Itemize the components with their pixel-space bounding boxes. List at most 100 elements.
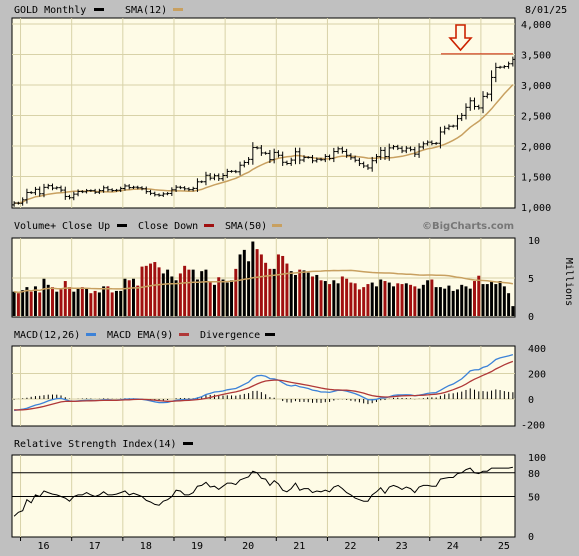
volume-bar — [25, 287, 29, 316]
volume-bar — [174, 280, 178, 316]
volume-bar — [323, 281, 327, 316]
volume-bar — [370, 282, 374, 316]
volume-bar — [464, 286, 468, 316]
volume-bar — [498, 281, 502, 316]
sma50-label: SMA(50) — [225, 221, 267, 232]
volume-bar — [85, 288, 89, 316]
rsi-swatch — [183, 442, 193, 445]
x-tick-label: 18 — [140, 541, 152, 552]
volume-bar — [357, 289, 361, 316]
volume-bar — [170, 276, 174, 316]
macd-ema-label: MACD EMA(9) — [107, 330, 173, 341]
volume-bar — [46, 284, 50, 316]
volume-bar — [430, 279, 434, 316]
volume-bar — [477, 275, 481, 316]
price-panel — [11, 17, 516, 209]
volume-bar — [166, 269, 170, 316]
volume-bar — [33, 286, 37, 316]
close-down-label: Close Down — [138, 221, 198, 232]
volume-bar — [127, 280, 131, 316]
volume-bar — [208, 281, 212, 316]
volume-bar — [434, 287, 438, 316]
close-down-swatch — [204, 224, 214, 227]
price-grid — [12, 18, 515, 208]
volume-bar — [225, 282, 229, 316]
volume-bar — [332, 280, 336, 316]
volume-bar — [438, 287, 442, 316]
macd-axis: -200 0 200 400 — [521, 344, 546, 432]
volume-bar — [400, 284, 404, 316]
volume-bar — [144, 265, 148, 316]
volume-bar — [468, 288, 472, 316]
volume-bar — [123, 278, 127, 316]
volume-bar — [51, 287, 54, 316]
volume-bar — [473, 281, 476, 316]
volume-bar — [178, 273, 182, 316]
volume-tick-label: 5 — [528, 274, 534, 285]
macd-grid — [12, 346, 515, 426]
rsi-tick-label: 80 — [528, 469, 540, 480]
macd-lines — [13, 353, 514, 412]
volume-bar — [285, 263, 289, 316]
watermark: ©BigCharts.com — [422, 221, 514, 232]
macd-tick-label: -200 — [521, 421, 545, 432]
volume-bar — [306, 272, 310, 316]
volume-bar — [132, 278, 135, 316]
price-tick-label: 2,000 — [521, 142, 551, 153]
volume-bar — [345, 278, 349, 316]
volume-bar — [272, 268, 276, 316]
macd-swatch — [86, 333, 96, 336]
volume-bar — [451, 290, 455, 316]
sma-label: SMA(12) — [125, 5, 167, 16]
volume-tick-label: 10 — [528, 236, 540, 247]
rsi-14-line — [13, 466, 513, 517]
x-tick-label: 16 — [38, 541, 50, 552]
volume-bar — [187, 269, 191, 316]
x-tick-label: 19 — [191, 541, 203, 552]
volume-bar — [16, 293, 20, 316]
volume-bar — [374, 286, 378, 316]
volume-bar — [93, 290, 97, 316]
volume-grid — [12, 238, 515, 317]
volume-bar — [42, 278, 46, 316]
volume-bar — [102, 286, 106, 316]
volume-bar — [511, 306, 515, 316]
price-axis: 1,000 1,500 2,000 2,500 3,000 3,500 4,000 — [521, 20, 551, 214]
macd-panel — [11, 345, 516, 427]
volume-bar — [421, 284, 425, 316]
volume-bar — [221, 279, 225, 316]
volume-bar — [195, 279, 199, 316]
volume-bar — [302, 270, 306, 316]
volume-bar — [481, 284, 485, 316]
x-tick-label: 20 — [242, 541, 254, 552]
volume-bar — [247, 261, 251, 316]
price-tick-label: 3,500 — [521, 51, 551, 62]
macd-label: MACD(12,26) — [14, 330, 80, 341]
volume-bar — [340, 276, 344, 316]
volume-bar — [238, 254, 242, 316]
price-tick-label: 3,000 — [521, 81, 551, 92]
volume-bar — [490, 281, 494, 316]
volume-bar — [217, 277, 221, 316]
volume-bar — [12, 291, 16, 316]
divergence-label: Divergence — [200, 330, 260, 341]
volume-bar — [353, 283, 357, 316]
volume-bar — [89, 293, 93, 316]
volume-bar — [140, 266, 144, 316]
volume-bar — [29, 291, 33, 316]
symbol-legend-swatch — [94, 8, 104, 11]
volume-bar — [396, 283, 400, 316]
macd-ema-line — [14, 360, 514, 411]
volume-bar — [153, 262, 157, 316]
symbol-label: GOLD Monthly — [14, 5, 86, 16]
volume-bar — [460, 284, 464, 316]
volume-bar — [59, 289, 63, 316]
volume-bar — [281, 255, 285, 316]
volume-bar — [383, 281, 387, 316]
volume-bar — [268, 268, 272, 316]
volume-bar — [230, 280, 234, 316]
volume-bar — [119, 290, 123, 316]
price-tick-label: 4,000 — [521, 20, 551, 31]
volume-bar — [114, 290, 118, 316]
